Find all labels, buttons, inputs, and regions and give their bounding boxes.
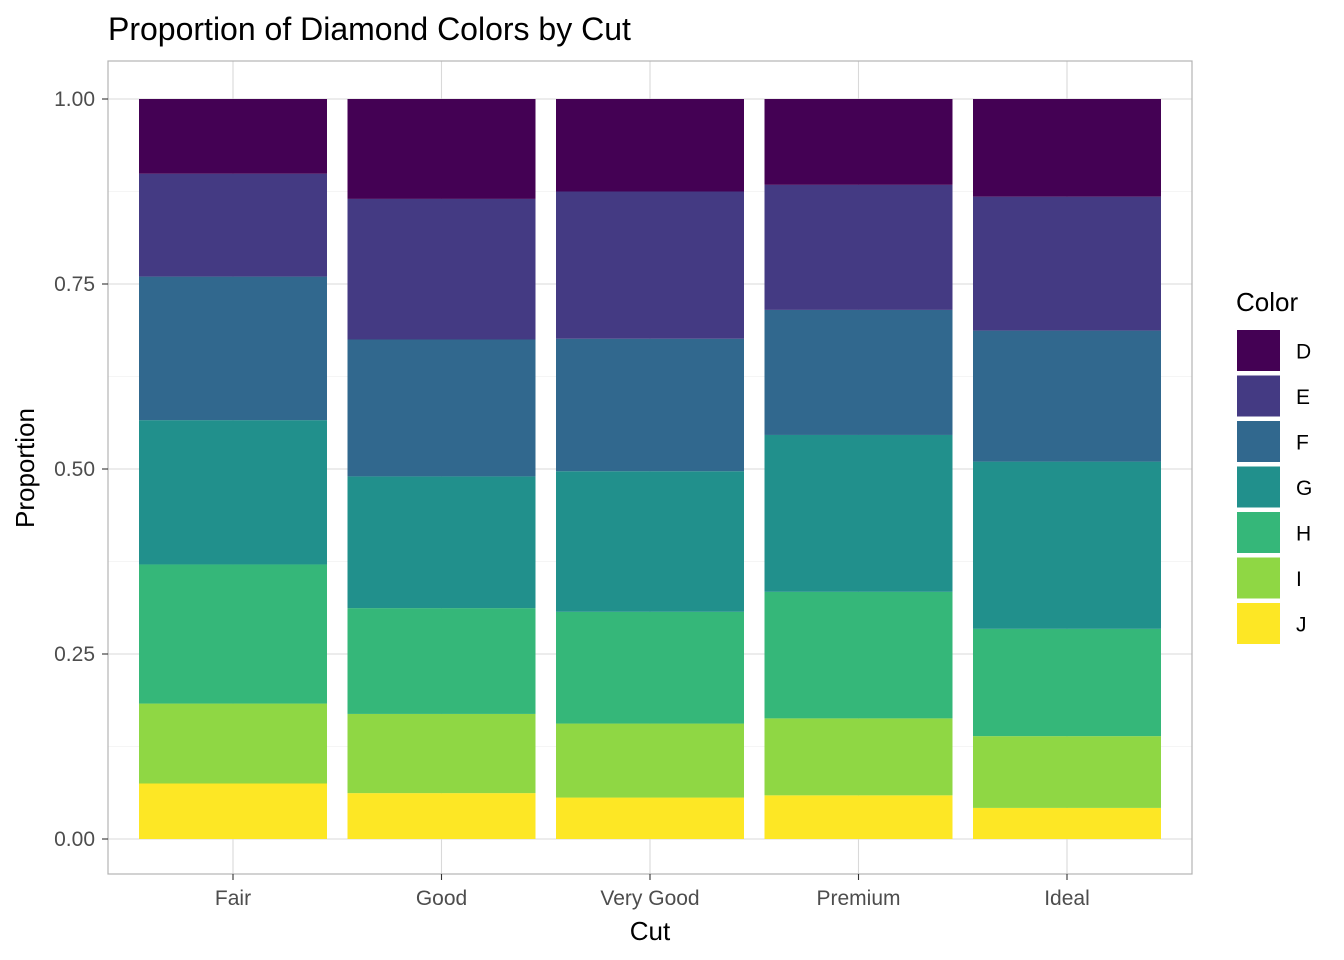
x-tick-label: Ideal [1044, 887, 1090, 910]
legend-key-f [1237, 421, 1280, 462]
bar-segment-very-good-d [556, 99, 744, 192]
bar-segment-ideal-g [973, 461, 1161, 629]
x-tick-label: Very Good [600, 887, 699, 910]
y-tick-label: 1.00 [54, 88, 95, 111]
bar-segment-very-good-j [556, 797, 744, 839]
x-axis-title: Cut [630, 916, 671, 946]
bar-segment-good-i [347, 713, 536, 794]
legend-label-e: E [1296, 386, 1310, 409]
legend-label-i: I [1296, 568, 1302, 591]
bar-segment-good-f [347, 339, 536, 477]
bar-segment-fair-d [139, 99, 327, 174]
bar-segment-good-e [347, 198, 536, 340]
bar-segment-fair-i [139, 703, 327, 784]
bar-segment-premium-g [764, 434, 953, 592]
legend-label-h: H [1296, 523, 1311, 546]
legend-label-j: J [1296, 614, 1307, 637]
bar-segment-fair-h [139, 564, 327, 704]
legend-key-d [1237, 330, 1280, 371]
x-tick-label: Fair [215, 887, 251, 910]
bar-segment-very-good-h [556, 611, 744, 724]
bar-segment-good-j [347, 793, 536, 839]
bar-segment-good-d [347, 99, 536, 199]
bar-segment-ideal-d [973, 99, 1161, 197]
bar-segment-ideal-e [973, 196, 1161, 331]
bar-segment-very-good-f [556, 338, 744, 472]
plot-area [107, 60, 1193, 875]
legend-key-i [1237, 557, 1280, 599]
legend-key-g [1237, 466, 1280, 508]
bar-segment-premium-f [764, 309, 953, 435]
y-tick-label: 0.25 [54, 643, 95, 666]
legend-label-g: G [1296, 477, 1312, 500]
bar-segment-premium-j [764, 795, 953, 839]
x-axis: Fair Good Very Good Premium Ideal [215, 874, 1090, 910]
legend-label-d: D [1296, 341, 1311, 364]
bar-segment-fair-f [139, 276, 327, 421]
bar-segment-ideal-h [973, 628, 1161, 737]
bar-segment-premium-i [764, 718, 953, 796]
y-tick-label: 0.50 [54, 458, 95, 481]
bar-segment-premium-h [764, 591, 953, 719]
x-tick-label: Good [416, 887, 467, 910]
x-tick-label: Premium [816, 887, 900, 910]
bar-segment-good-h [347, 608, 536, 714]
chart-title: Proportion of Diamond Colors by Cut [108, 11, 631, 47]
y-axis-title: Proportion [10, 408, 40, 528]
bars [139, 99, 1161, 839]
legend-key-h [1237, 512, 1280, 553]
bar-segment-premium-e [764, 184, 953, 310]
legend-label-f: F [1296, 432, 1309, 455]
bar-segment-fair-j [139, 783, 327, 839]
bar-segment-very-good-e [556, 191, 744, 339]
y-tick-label: 0.00 [54, 828, 95, 851]
bar-segment-ideal-i [973, 736, 1161, 808]
bar-segment-fair-g [139, 420, 327, 565]
bar-segment-ideal-f [973, 330, 1161, 462]
bar-segment-fair-e [139, 173, 327, 277]
bar-segment-ideal-j [973, 807, 1161, 839]
y-tick-label: 0.75 [54, 273, 95, 296]
legend-key-j [1237, 603, 1280, 644]
y-axis: 0.00 0.25 0.50 0.75 1.00 [54, 88, 108, 851]
bar-segment-premium-d [764, 99, 953, 185]
legend-key-e [1237, 375, 1280, 417]
bar-segment-very-good-g [556, 471, 744, 612]
legend-title: Color [1236, 287, 1298, 317]
bar-segment-very-good-i [556, 723, 744, 798]
bar-segment-good-g [347, 476, 536, 609]
